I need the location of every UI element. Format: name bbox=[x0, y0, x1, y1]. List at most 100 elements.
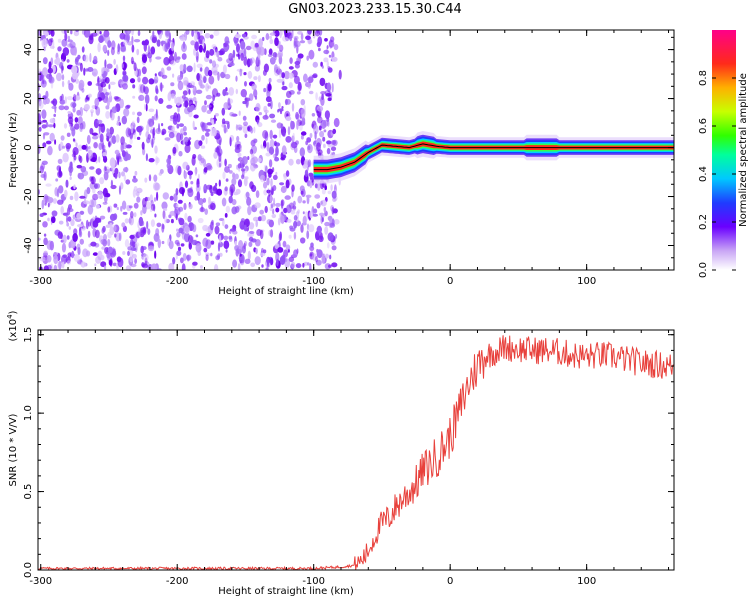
noise-speckle bbox=[216, 50, 220, 58]
noise-speckle bbox=[93, 142, 98, 149]
noise-speckle bbox=[295, 140, 299, 145]
noise-speckle bbox=[100, 239, 107, 245]
noise-speckle bbox=[103, 194, 108, 203]
noise-speckle bbox=[258, 38, 263, 48]
noise-speckle bbox=[254, 256, 261, 266]
noise-speckle bbox=[172, 146, 177, 154]
noise-speckle bbox=[184, 180, 189, 188]
colorbar: 0.0 0.2 0.4 0.6 0.8 Normalized spectral ampli… bbox=[698, 30, 749, 278]
noise-speckle bbox=[218, 152, 222, 163]
noise-speckle bbox=[217, 253, 220, 260]
noise-speckle bbox=[178, 150, 183, 157]
noise-speckle bbox=[222, 218, 225, 227]
noise-speckle bbox=[285, 170, 290, 177]
noise-speckle bbox=[201, 134, 205, 141]
noise-speckle bbox=[76, 212, 81, 220]
noise-speckle bbox=[207, 85, 211, 89]
noise-speckle bbox=[211, 100, 214, 105]
noise-speckle bbox=[129, 138, 133, 145]
noise-speckle bbox=[257, 75, 261, 83]
noise-speckle bbox=[224, 120, 230, 125]
noise-speckle bbox=[47, 202, 50, 208]
noise-speckle bbox=[39, 213, 44, 218]
noise-speckle bbox=[63, 105, 69, 111]
noise-speckle bbox=[148, 158, 155, 163]
noise-speckle bbox=[155, 127, 162, 135]
noise-speckle bbox=[106, 68, 110, 73]
noise-speckle bbox=[67, 39, 73, 43]
noise-speckle bbox=[38, 100, 44, 109]
noise-speckle bbox=[61, 242, 67, 253]
noise-speckle bbox=[92, 193, 99, 201]
noise-speckle bbox=[123, 174, 127, 182]
noise-speckle bbox=[218, 139, 222, 146]
noise-speckle bbox=[117, 115, 121, 121]
noise-speckle bbox=[330, 36, 335, 43]
noise-speckle bbox=[191, 239, 198, 246]
noise-speckle bbox=[129, 78, 136, 84]
noise-speckle bbox=[128, 205, 133, 209]
noise-speckle bbox=[325, 253, 329, 259]
noise-speckle bbox=[229, 228, 237, 232]
noise-speckle bbox=[279, 72, 282, 79]
noise-speckle bbox=[285, 244, 291, 251]
noise-speckle bbox=[293, 35, 299, 41]
noise-speckle bbox=[190, 40, 196, 46]
noise-speckle bbox=[199, 207, 205, 213]
noise-speckle bbox=[53, 113, 56, 117]
noise-speckle bbox=[97, 42, 101, 53]
noise-speckle bbox=[324, 185, 328, 191]
noise-speckle bbox=[331, 190, 337, 199]
snr-x-tick-label: -100 bbox=[302, 576, 325, 587]
noise-speckle bbox=[318, 235, 324, 243]
noise-speckle bbox=[75, 56, 80, 63]
noise-speckle bbox=[88, 35, 94, 45]
noise-speckle bbox=[275, 252, 280, 262]
snr-x-tick-label: -200 bbox=[166, 576, 189, 587]
noise-speckle bbox=[118, 232, 122, 242]
noise-speckle bbox=[71, 127, 76, 137]
noise-speckle bbox=[332, 128, 337, 135]
noise-speckle bbox=[333, 219, 340, 225]
noise-speckle bbox=[137, 221, 140, 229]
noise-speckle bbox=[252, 156, 258, 164]
noise-speckle bbox=[321, 65, 324, 69]
noise-speckle bbox=[38, 113, 41, 122]
noise-speckle bbox=[161, 128, 167, 135]
noise-speckle bbox=[193, 48, 196, 56]
noise-speckle bbox=[150, 46, 156, 55]
noise-speckle bbox=[79, 238, 85, 245]
noise-speckle bbox=[239, 157, 243, 163]
noise-speckle bbox=[147, 245, 155, 252]
noise-speckle bbox=[95, 256, 102, 264]
noise-speckle bbox=[177, 80, 184, 91]
noise-speckle bbox=[243, 224, 247, 232]
noise-speckle bbox=[156, 191, 159, 201]
noise-speckle bbox=[282, 240, 287, 248]
noise-speckle bbox=[250, 127, 254, 134]
noise-speckle bbox=[144, 177, 148, 183]
noise-speckle bbox=[215, 47, 218, 53]
noise-speckle bbox=[327, 120, 330, 127]
noise-speckle bbox=[41, 38, 48, 49]
noise-speckle bbox=[232, 172, 236, 179]
noise-speckle bbox=[283, 70, 290, 80]
noise-speckle bbox=[261, 264, 264, 268]
noise-speckle bbox=[316, 249, 323, 259]
noise-speckle bbox=[240, 89, 247, 98]
noise-speckle bbox=[293, 215, 298, 221]
noise-speckle bbox=[263, 181, 268, 189]
noise-speckle bbox=[262, 130, 269, 139]
noise-speckle bbox=[97, 190, 103, 199]
noise-speckle bbox=[323, 129, 327, 133]
noise-speckle bbox=[277, 108, 284, 112]
colorbar-tick-label: 0.8 bbox=[698, 70, 709, 86]
noise-speckle bbox=[176, 228, 179, 232]
noise-speckle bbox=[131, 120, 135, 126]
noise-speckle bbox=[268, 159, 273, 168]
noise-speckle bbox=[187, 170, 193, 176]
noise-speckle bbox=[134, 170, 138, 176]
noise-speckle bbox=[225, 249, 228, 253]
noise-speckle bbox=[42, 31, 50, 35]
